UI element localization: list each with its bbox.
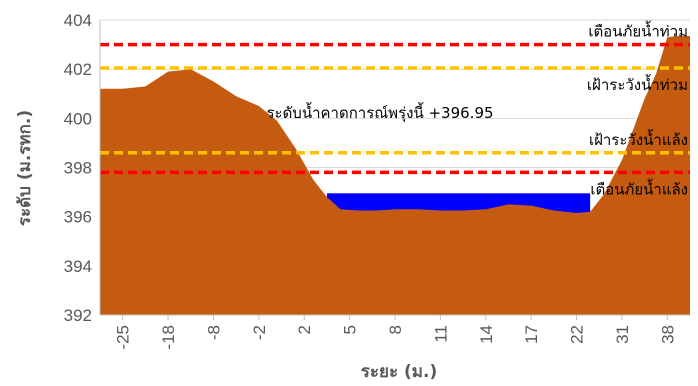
y-tick-label: 394 [64, 257, 92, 276]
x-tick-label: 8 [386, 325, 405, 334]
x-tick-label: 5 [341, 325, 360, 334]
forecast-annotation: ระดับน้ำคาดการณ์พรุ่งนี้ +396.95 [266, 102, 493, 123]
axes [99, 20, 690, 320]
x-tick-label: -18 [159, 325, 178, 350]
x-tick-label: -8 [205, 325, 224, 340]
y-tick-label: 398 [64, 159, 92, 178]
reference-label-4: เตือนภัยน้ำแล้ง [590, 178, 688, 198]
x-tick-label: 2 [295, 325, 314, 334]
x-tick-label: 11 [431, 325, 450, 343]
y-tick-label: 400 [64, 109, 92, 128]
x-tick-labels: -25 -18 -8 -2 2 5 8 11 14 17 22 31 38 [114, 325, 678, 350]
x-tick-label: 38 [658, 325, 677, 344]
annotations: เตือนภัยน้ำท่วมเฝ้าระวังน้ำท่วมเฝ้าระวัง… [587, 21, 688, 199]
x-tick-label: 14 [477, 325, 496, 344]
y-axis-title: ระดับ (ม.รทก.) [15, 110, 35, 226]
y-tick-label: 396 [64, 208, 92, 227]
reference-lines [100, 42, 690, 175]
y-tick-labels: 392 394 396 398 400 402 404 [64, 11, 92, 325]
reference-label-2: เฝ้าระวังน้ำท่วม [587, 74, 688, 94]
x-tick-label: -2 [250, 325, 269, 340]
y-tick-label: 402 [64, 60, 92, 79]
y-tick-label: 404 [64, 11, 92, 30]
x-tick-label: 31 [613, 325, 632, 344]
ground-area [100, 36, 690, 315]
x-tick-label: -25 [114, 325, 133, 350]
plot-area [100, 36, 690, 315]
x-axis-title: ระยะ (ม.) [361, 362, 437, 382]
reference-label-1: เตือนภัยน้ำท่วม [588, 21, 688, 41]
y-tick-label: 392 [64, 306, 92, 325]
reference-label-3: เฝ้าระวังน้ำแล้ง [589, 129, 688, 149]
x-tick-label: 17 [522, 325, 541, 344]
x-tick-label: 22 [568, 325, 587, 344]
